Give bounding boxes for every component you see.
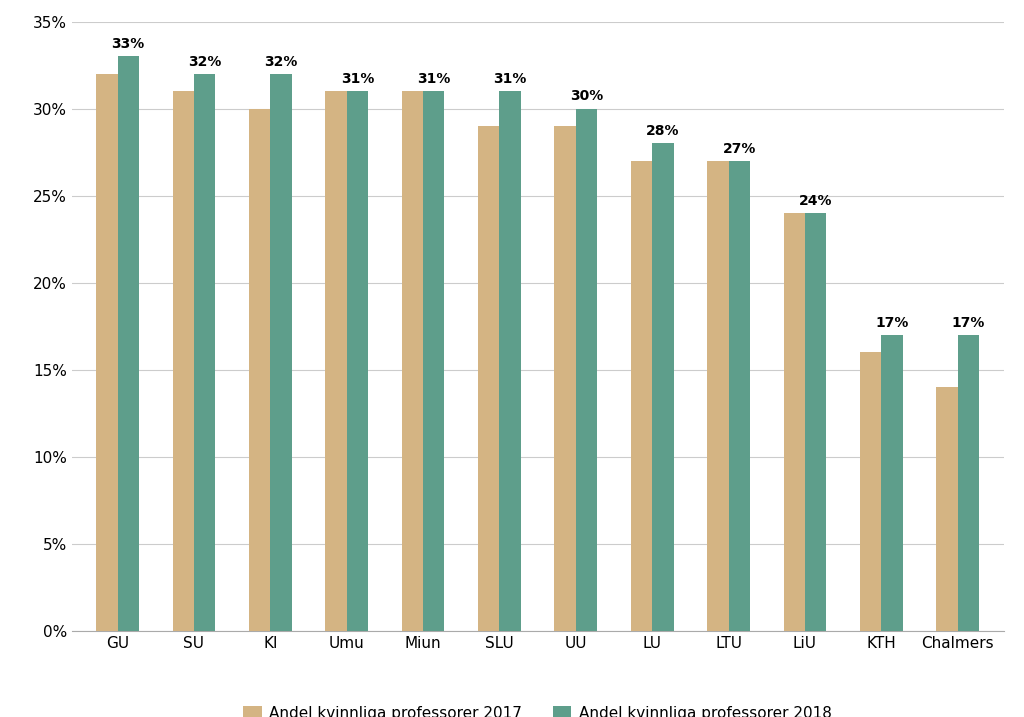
Bar	[500, 91, 521, 631]
Bar	[554, 126, 575, 631]
Text: 17%: 17%	[951, 315, 985, 330]
Bar	[631, 161, 652, 631]
Text: 31%: 31%	[341, 72, 374, 86]
Text: 31%: 31%	[417, 72, 451, 86]
Bar	[478, 126, 500, 631]
Bar	[270, 74, 292, 631]
Text: 27%: 27%	[723, 141, 756, 156]
Text: 33%: 33%	[112, 37, 144, 51]
Bar	[575, 108, 597, 631]
Text: 30%: 30%	[570, 90, 603, 103]
Bar	[860, 352, 882, 631]
Bar	[194, 74, 215, 631]
Bar	[783, 213, 805, 631]
Text: 32%: 32%	[187, 54, 221, 69]
Text: 28%: 28%	[646, 124, 680, 138]
Bar	[652, 143, 674, 631]
Bar	[957, 335, 979, 631]
Text: 17%: 17%	[876, 315, 908, 330]
Bar	[882, 335, 903, 631]
Bar	[249, 108, 270, 631]
Bar	[326, 91, 347, 631]
Text: 31%: 31%	[494, 72, 526, 86]
Bar	[728, 161, 750, 631]
Bar	[936, 387, 957, 631]
Bar	[401, 91, 423, 631]
Legend: Andel kvinnliga professorer 2017, Andel kvinnliga professorer 2018: Andel kvinnliga professorer 2017, Andel …	[238, 700, 838, 717]
Bar	[96, 74, 118, 631]
Bar	[118, 57, 139, 631]
Bar	[423, 91, 444, 631]
Bar	[805, 213, 826, 631]
Text: 32%: 32%	[264, 54, 298, 69]
Bar	[172, 91, 194, 631]
Text: 24%: 24%	[799, 194, 833, 208]
Bar	[347, 91, 368, 631]
Bar	[708, 161, 728, 631]
